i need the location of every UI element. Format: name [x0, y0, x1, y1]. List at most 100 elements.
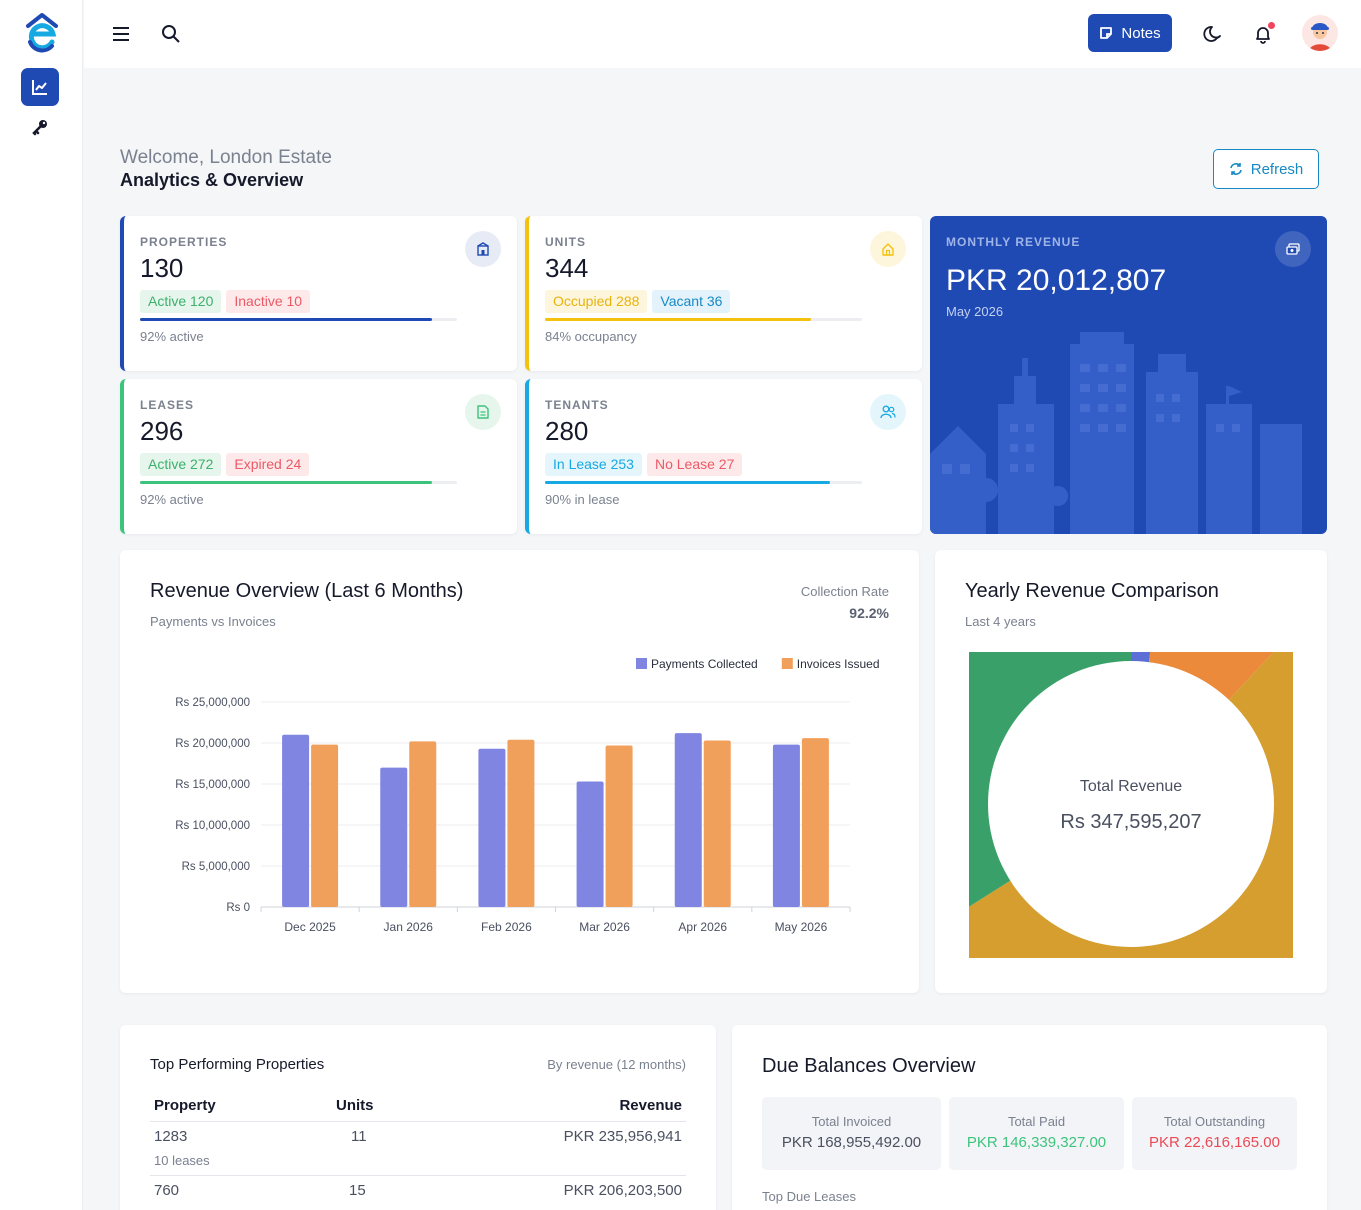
y-tick-label: Rs 10,000,000 — [175, 820, 250, 832]
y-tick-label: Rs 20,000,000 — [175, 738, 250, 750]
chart-subtitle: Payments vs Invoices — [150, 614, 276, 629]
x-tick-label: May 2026 — [775, 920, 828, 934]
due-balances-card: Due Balances Overview Total Invoiced PKR… — [732, 1025, 1327, 1210]
property-units: 11 — [351, 1128, 367, 1145]
sidebar-item-keys[interactable] — [21, 108, 59, 146]
donut-center-label: Total Revenue — [1079, 778, 1183, 795]
monthly-revenue-card: MONTHLY REVENUE PKR 20,012,807 May 2026 — [930, 216, 1327, 534]
sidebar-item-analytics[interactable] — [21, 68, 59, 106]
x-tick-label: Jan 2026 — [384, 920, 434, 934]
home-icon — [870, 231, 906, 267]
avatar[interactable] — [1302, 15, 1338, 51]
notification-dot — [1268, 22, 1275, 29]
building-icon — [465, 231, 501, 267]
legend-swatch — [636, 658, 647, 669]
x-tick-label: Mar 2026 — [579, 920, 630, 934]
donut-hole — [988, 661, 1274, 947]
bar-payments-collected — [674, 733, 702, 907]
stat-label: TENANTS — [545, 398, 609, 412]
property-units: 15 — [349, 1182, 366, 1199]
topbar: Notes — [84, 0, 1361, 68]
legend-item[interactable]: Payments Collected — [636, 657, 758, 671]
yearly-donut-chart — [969, 652, 1293, 958]
stat-subtext: 92% active — [140, 492, 204, 507]
bar-payments-collected — [282, 734, 310, 907]
total-outstanding-box: Total Outstanding PKR 22,616,165.00 — [1132, 1097, 1297, 1170]
total-invoiced-label: Total Invoiced — [811, 1114, 892, 1129]
x-tick-label: Dec 2025 — [284, 920, 336, 934]
total-paid-label: Total Paid — [1007, 1114, 1066, 1129]
page-title: Analytics & Overview — [120, 170, 304, 190]
bar-invoices-issued — [311, 744, 339, 907]
yearly-subtitle: Last 4 years — [965, 614, 1036, 629]
stat-label: LEASES — [140, 398, 195, 412]
total-invoiced-box: Total Invoiced PKR 168,955,492.00 — [762, 1097, 941, 1170]
bar-payments-collected — [380, 767, 408, 907]
property-revenue: PKR 206,203,500 — [563, 1182, 682, 1199]
table-divider — [150, 1121, 686, 1122]
top-properties-card: Top Performing Properties By revenue (12… — [120, 1025, 716, 1210]
property-revenue: PKR 235,956,941 — [563, 1128, 682, 1145]
stat-subtext: 90% in lease — [545, 492, 620, 507]
menu-icon[interactable] — [109, 22, 133, 46]
legend-label: Invoices Issued — [797, 657, 880, 671]
progress-fill — [140, 318, 432, 321]
due-balances-title: Due Balances Overview — [762, 1055, 976, 1077]
stat-value: 344 — [545, 253, 589, 283]
stat-value: 280 — [545, 416, 589, 446]
stat-value: 130 — [140, 253, 184, 283]
legend-item[interactable]: Invoices Issued — [781, 657, 880, 671]
money-icon — [1275, 231, 1311, 267]
x-tick-label: Feb 2026 — [481, 920, 532, 934]
bar-invoices-issued — [605, 745, 633, 907]
users-icon — [870, 394, 906, 430]
stat-subtext: 92% active — [140, 329, 204, 344]
y-tick-label: Rs 15,000,000 — [175, 779, 250, 791]
document-icon — [465, 394, 501, 430]
chart-line-icon — [32, 80, 47, 95]
inactive-badge: Inactive 10 — [226, 290, 311, 313]
total-paid-value: PKR 146,339,327.00 — [966, 1134, 1107, 1151]
x-tick-label: Apr 2026 — [678, 920, 727, 934]
notes-button[interactable]: Notes — [1088, 14, 1172, 52]
top-properties-title: Top Performing Properties — [150, 1056, 325, 1073]
dark-mode-icon[interactable] — [1201, 22, 1225, 46]
stat-label: UNITS — [545, 235, 586, 249]
total-outstanding-label: Total Outstanding — [1163, 1114, 1266, 1129]
bar-invoices-issued — [703, 740, 731, 907]
progress-track — [545, 318, 862, 321]
bar-payments-collected — [478, 748, 506, 907]
units-card: UNITS 344 Occupied 288 Vacant 36 84% occ… — [525, 216, 922, 371]
search-icon[interactable] — [159, 22, 183, 46]
bar-payments-collected — [772, 744, 800, 907]
no-lease-badge: No Lease 27 — [646, 453, 743, 476]
bar-invoices-issued — [507, 739, 535, 907]
y-tick-label: Rs 0 — [226, 902, 250, 914]
yearly-title: Yearly Revenue Comparison — [965, 580, 1219, 602]
progress-track — [545, 481, 862, 484]
column-header-units: Units — [336, 1097, 374, 1114]
total-invoiced-value: PKR 168,955,492.00 — [781, 1134, 922, 1151]
property-leases: 10 leases — [154, 1153, 210, 1168]
sidebar — [0, 0, 83, 1210]
revenue-bar-chart: Rs 0 Rs 5,000,000 Rs 10,000,000 Rs 15,000,0… — [175, 657, 880, 934]
donut-center-value: Rs 347,595,207 — [1060, 811, 1202, 833]
top-properties-subtitle: By revenue (12 months) — [547, 1057, 686, 1072]
total-paid-box: Total Paid PKR 146,339,327.00 — [949, 1097, 1124, 1170]
notification-bell-icon[interactable] — [1251, 22, 1275, 46]
refresh-label: Refresh — [1250, 160, 1304, 178]
collection-rate-value: 92.2% — [849, 605, 889, 621]
column-header-revenue: Revenue — [619, 1097, 682, 1114]
active-badge: Active 272 — [140, 453, 222, 476]
refresh-button[interactable]: Refresh — [1213, 149, 1319, 189]
monthly-revenue-amount: PKR 20,012,807 — [946, 264, 1167, 297]
refresh-icon — [1229, 163, 1242, 175]
legend-swatch — [781, 658, 793, 669]
bar-invoices-issued — [409, 741, 437, 907]
stat-subtext: 84% occupancy — [545, 329, 637, 344]
active-badge: Active 120 — [140, 290, 222, 313]
notes-label: Notes — [1121, 24, 1161, 42]
app-logo[interactable] — [24, 12, 60, 54]
revenue-overview-card: Rs 0 Rs 5,000,000 Rs 10,000,000 Rs 15,000,0… — [120, 550, 919, 993]
property-name: 1283 — [154, 1128, 188, 1145]
